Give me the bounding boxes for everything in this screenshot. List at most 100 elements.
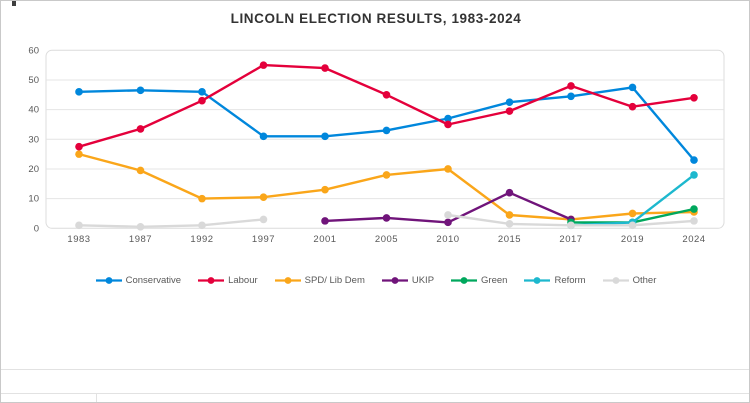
sheet-row-gridline [1,369,749,370]
data-point[interactable] [382,91,391,99]
legend-item-labour[interactable]: Labour [198,275,258,286]
data-point[interactable] [382,171,391,179]
legend-marker-icon [381,277,408,284]
data-point[interactable] [259,61,268,69]
x-axis-tick-label: 2019 [621,234,644,245]
legend-label: SPD/ Lib Dem [304,275,365,286]
chart-legend: Conservative Labour SPD/ Lib Dem UKIP Green R… [1,275,749,286]
legend-label: Conservative [125,275,182,286]
sheet-column-gridline [96,393,97,402]
series-ukip[interactable] [321,188,575,227]
data-point[interactable] [259,215,268,224]
legend-label: Green [481,275,508,286]
data-point[interactable] [567,92,575,101]
data-point[interactable] [198,96,206,105]
x-axis-tick-label: 1983 [67,234,90,245]
legend-marker-icon [198,277,225,284]
x-axis-tick-label: 2001 [313,234,336,245]
legend-label: Other [632,275,657,286]
x-axis-tick-label: 2017 [559,234,582,245]
legend-item-ukip[interactable]: UKIP [381,275,435,286]
y-axis-tick-label: 40 [28,105,39,116]
legend-marker-icon [524,277,551,284]
data-point[interactable] [444,211,452,219]
legend-marker-icon [451,277,478,284]
data-point[interactable] [382,126,391,135]
data-point[interactable] [505,98,514,107]
data-point[interactable] [136,125,145,133]
x-axis-tick-label: 2024 [682,234,705,245]
data-point[interactable] [198,194,206,203]
data-point[interactable] [259,132,268,141]
data-point[interactable] [444,120,452,129]
data-point[interactable] [75,88,83,96]
data-point[interactable] [136,223,145,231]
data-point[interactable] [444,218,452,227]
y-axis-tick-label: 30 [28,134,39,145]
edge-artifact-mark [12,1,16,6]
x-axis-tick-label: 1987 [129,234,152,245]
x-axis-tick-label: 2015 [498,234,521,245]
data-point[interactable] [690,171,698,179]
data-point[interactable] [505,188,514,197]
data-point[interactable] [321,64,329,72]
data-point[interactable] [628,209,637,218]
x-axis-tick-label: 2010 [436,234,459,245]
data-point[interactable] [259,193,268,201]
legend-item-other[interactable]: Other [602,275,657,286]
data-point[interactable] [444,114,452,123]
data-point[interactable] [690,156,698,164]
data-point[interactable] [567,221,575,230]
data-point[interactable] [690,205,698,213]
legend-item-spd-lib-dem[interactable]: SPD/ Lib Dem [274,275,365,286]
data-point[interactable] [690,217,698,225]
series-line [77,152,696,221]
legend-marker-icon [602,277,629,284]
x-axis-tick-label: 2005 [375,234,398,245]
legend-item-reform[interactable]: Reform [524,275,586,286]
y-axis-tick-label: 50 [28,75,39,86]
data-point[interactable] [628,83,637,92]
legend-label: Reform [554,275,586,286]
data-point[interactable] [444,165,452,173]
data-point[interactable] [628,221,637,230]
data-point[interactable] [505,107,514,115]
y-axis-tick-label: 60 [28,45,39,56]
series-labour[interactable] [75,61,698,151]
data-point[interactable] [136,166,145,175]
sheet-row-gridline [1,393,749,394]
data-point[interactable] [690,93,698,102]
legend-item-green[interactable]: Green [451,275,507,286]
data-point[interactable] [75,221,83,230]
series-other[interactable] [75,211,698,231]
data-point[interactable] [567,82,575,90]
legend-label: UKIP [411,275,435,286]
data-point[interactable] [505,211,514,219]
series-line [77,63,696,148]
y-axis-tick-label: 20 [28,164,39,175]
x-axis-tick-label: 1992 [190,234,213,245]
data-point[interactable] [628,102,637,111]
legend-label: Labour [228,275,258,286]
legend-item-conservative[interactable]: Conservative [95,275,182,286]
data-point[interactable] [75,142,83,151]
legend-marker-icon [274,277,301,284]
data-point[interactable] [321,185,329,194]
data-point[interactable] [382,214,391,222]
x-axis-tick-label: 1997 [252,234,275,245]
y-axis-tick-label: 10 [28,194,39,205]
data-point[interactable] [198,88,206,96]
data-point[interactable] [321,132,329,141]
data-point[interactable] [136,86,145,95]
legend-marker-icon [95,277,122,284]
y-axis-tick-label: 0 [34,223,39,234]
series-spd-lib-dem[interactable] [75,150,698,224]
data-point[interactable] [198,221,206,230]
data-point[interactable] [75,150,83,158]
series-reform[interactable] [567,171,698,230]
data-point[interactable] [505,220,514,228]
chart-title: LINCOLN ELECTION RESULTS, 1983-2024 [230,11,522,26]
data-point[interactable] [321,217,329,225]
